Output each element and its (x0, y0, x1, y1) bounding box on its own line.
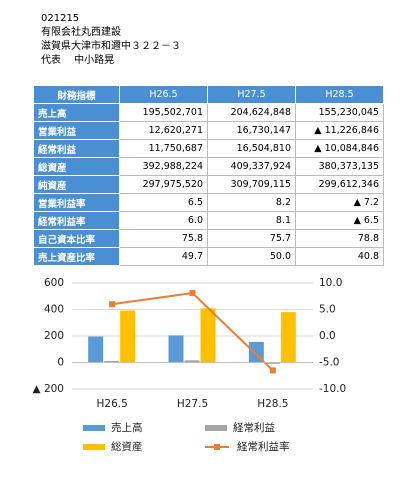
row-label: 総資産 (33, 157, 120, 176)
header: 021215 有限会社丸西建設滋賀県大津市和邇中３２２－３ 代表 中小路晃 (41, 12, 181, 68)
row-label: 売上高 (33, 103, 120, 122)
header-cell: H28.5 (295, 85, 384, 104)
value-cell: 16,730,147 (207, 121, 296, 140)
y-tick-label: 400 (44, 304, 64, 316)
value-cell: 204,624,848 (207, 103, 296, 122)
value-cell: ▲ 10,084,846 (295, 139, 384, 158)
table-row: 経常利益 11,750,687 16,504,810 ▲ 10,084,846 (33, 139, 384, 158)
header-line: 有限会社丸西建設 (41, 27, 121, 38)
value-cell: 78.8 (295, 229, 384, 248)
bar (104, 360, 120, 363)
row-label: 純資産 (33, 175, 120, 194)
x-tick-label: H28.5 (257, 398, 288, 410)
value-cell: 40.8 (295, 247, 384, 266)
value-cell: ▲ 11,226,846 (295, 121, 384, 140)
value-cell: 409,337,924 (207, 157, 296, 176)
value-cell: 75.8 (119, 229, 208, 248)
value-cell: 8.2 (207, 193, 296, 212)
bar (120, 310, 136, 363)
x-tick-label: H27.5 (177, 398, 208, 410)
bar (264, 362, 280, 364)
bar (168, 335, 184, 363)
line-marker (269, 367, 276, 374)
table-row: 純資産 297,975,520 309,709,115 299,612,346 (33, 175, 384, 194)
row-label: 経常利益 (33, 139, 120, 158)
table-row: 営業利益率 6.5 8.2 ▲ 7.2 (33, 193, 384, 212)
value-cell: 11,750,687 (119, 139, 208, 158)
value-cell: 297,975,520 (119, 175, 208, 194)
legend-label: 総資産 (111, 440, 143, 453)
value-cell: 6.5 (119, 193, 208, 212)
legend-swatch (83, 444, 105, 450)
bar (184, 360, 200, 363)
header-cell: H26.5 (119, 85, 208, 104)
header-cell: 財務指標 (33, 85, 120, 104)
y-tick-label: ▲ 200 (33, 383, 64, 395)
value-cell: ▲ 7.2 (295, 193, 384, 212)
legend-label: 経常利益率 (237, 440, 290, 453)
chart: 600 400 200 0 ▲ 200 10.0 5.0 0.0 -5.0 -10.0 H26.5 H… (33, 277, 347, 453)
y-tick-label: 600 (44, 277, 64, 289)
row-label: 自己資本比率 (33, 229, 120, 248)
y2-tick-label: -5.0 (319, 357, 340, 369)
legend-swatch (205, 425, 227, 431)
bar (280, 312, 296, 363)
legend-label: 経常利益 (233, 421, 275, 434)
header-line: 滋賀県大津市和邇中３２２－３ (41, 41, 181, 52)
row-label: 経常利益率 (33, 211, 120, 230)
value-cell: 155,230,045 (295, 103, 384, 122)
x-tick-label: H26.5 (97, 398, 128, 410)
table-row: 経常利益率 6.0 8.1 ▲ 6.5 (33, 211, 384, 230)
row-label: 営業利益率 (33, 193, 120, 212)
finance-table: 財務指標 H26.5 H27.5 H28.5 売上高 195,502,701 204,624… (33, 85, 384, 266)
legend-marker (214, 444, 220, 450)
legend-label: 売上高 (111, 421, 143, 434)
row-label: 売上資産比率 (33, 247, 120, 266)
y2-tick-label: 5.0 (319, 304, 336, 316)
header-cell: H27.5 (207, 85, 296, 104)
value-cell: 380,373,135 (295, 157, 384, 176)
y-tick-label: 0 (57, 357, 64, 369)
table-row: 売上高 195,502,701 204,624,848 155,230,045 (33, 103, 384, 122)
table-row: 自己資本比率 75.8 75.7 78.8 (33, 229, 384, 248)
bar (88, 336, 104, 363)
legend-swatch (83, 425, 105, 431)
table-row: 営業利益 12,620,271 16,730,147 ▲ 11,226,846 (33, 121, 384, 140)
header-line: 021215 (41, 13, 80, 24)
value-cell: ▲ 6.5 (295, 211, 384, 230)
header-line: 代表 中小路晃 (41, 55, 115, 66)
line-marker (189, 290, 196, 297)
table-row: 売上資産比率 49.7 50.0 40.8 (33, 247, 384, 266)
value-cell: 75.7 (207, 229, 296, 248)
header-row: 財務指標 H26.5 H27.5 H28.5 (33, 85, 384, 104)
line (112, 292, 274, 372)
row-label: 営業利益 (33, 121, 120, 140)
line-marker (109, 301, 116, 308)
y2-tick-label: -10.0 (319, 383, 346, 395)
value-cell: 50.0 (207, 247, 296, 266)
value-cell: 12,620,271 (119, 121, 208, 140)
y2-tick-label: 10.0 (319, 277, 342, 289)
value-cell: 8.1 (207, 211, 296, 230)
value-cell: 392,988,224 (119, 157, 208, 176)
value-cell: 16,504,810 (207, 139, 296, 158)
value-cell: 6.0 (119, 211, 208, 230)
value-cell: 299,612,346 (295, 175, 384, 194)
y2-tick-label: 0.0 (319, 330, 336, 342)
y-tick-label: 200 (44, 330, 64, 342)
value-cell: 195,502,701 (119, 103, 208, 122)
bar (200, 308, 216, 363)
table-row: 総資産 392,988,224 409,337,924 380,373,135 (33, 157, 384, 176)
value-cell: 49.7 (119, 247, 208, 266)
value-cell: 309,709,115 (207, 175, 296, 194)
